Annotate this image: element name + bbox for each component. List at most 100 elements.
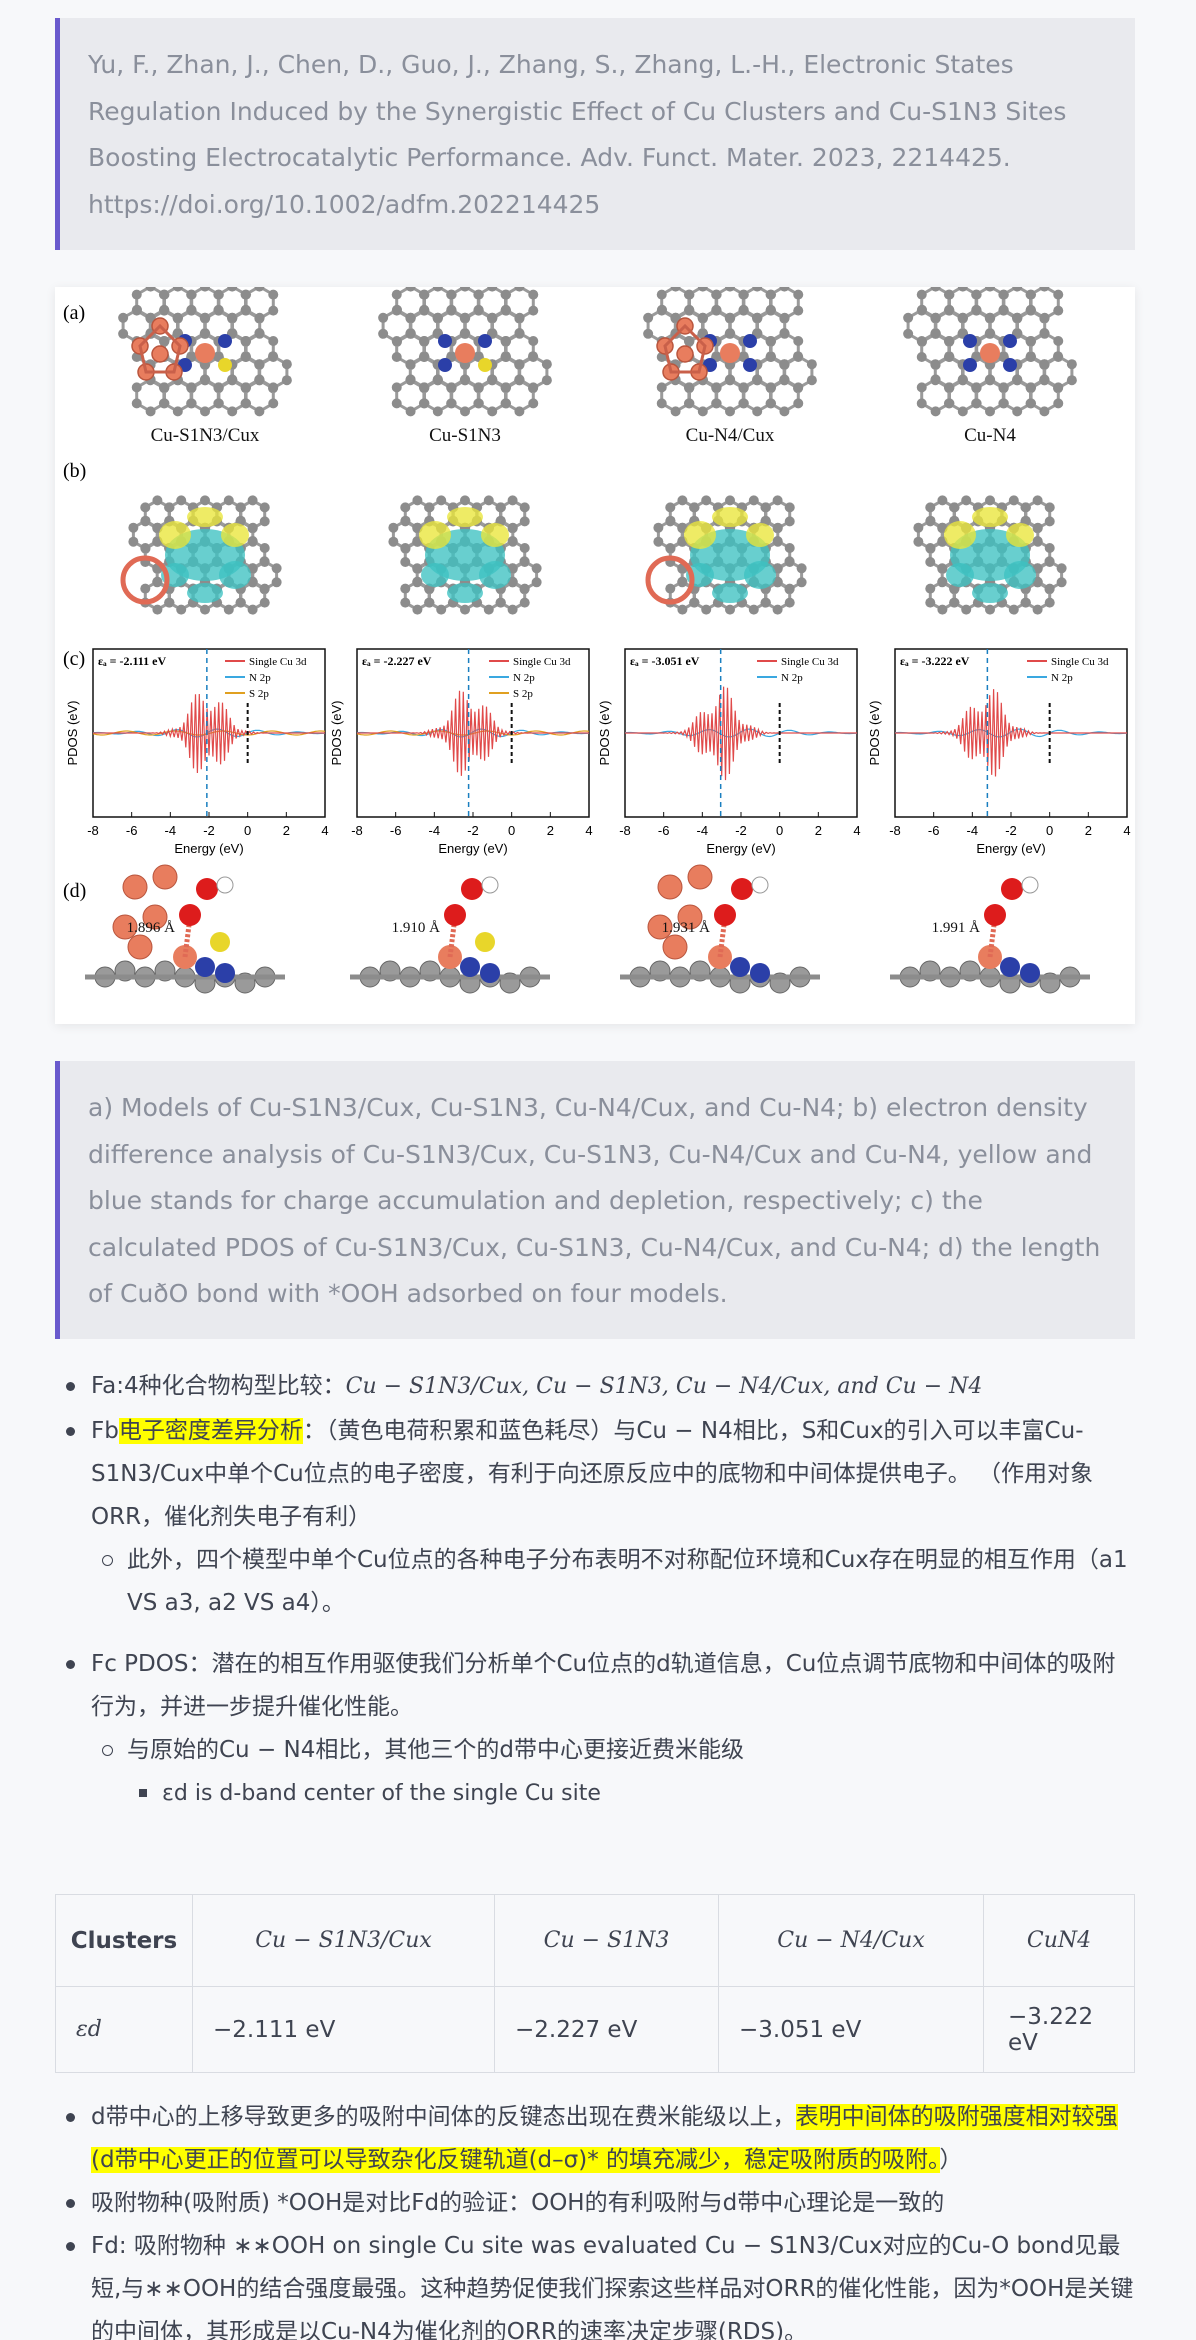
carbon-atom	[176, 495, 187, 506]
carbon-atom	[793, 351, 803, 362]
carbon-atom	[937, 495, 948, 506]
table-header-cell: CuN4	[983, 1894, 1135, 1987]
carbon-atom	[186, 382, 197, 393]
table-cell: −2.111 eV	[192, 1986, 495, 2073]
table-header-cell: Cu − S1N3	[494, 1894, 719, 1987]
carbon-atom	[152, 522, 163, 533]
carbon-atom	[643, 328, 654, 339]
carbon-atom	[1025, 382, 1036, 393]
nitrogen-atom	[743, 334, 757, 348]
carbon-atom	[1039, 406, 1050, 417]
citation-text: Yu, F., Zhan, J., Chen, D., Guo, J., Zha…	[88, 50, 1067, 219]
bond-length-label: 1.991 Å	[932, 920, 981, 936]
pdos-tick-label: -6	[390, 823, 402, 838]
carbon-atom	[738, 289, 749, 300]
carbon-atom	[724, 312, 735, 323]
carbon-atom	[738, 398, 749, 409]
carbon-atom	[943, 382, 954, 393]
cluster-atom	[122, 874, 148, 900]
pdos-tick-label: 2	[283, 823, 290, 838]
cluster-atom	[657, 874, 683, 900]
pdos-tick-label: 2	[547, 823, 554, 838]
carbon-atom	[796, 563, 807, 574]
carbon-atom	[199, 312, 210, 323]
carbon-atom	[784, 543, 795, 553]
list-item-fc-sub2: εd is d-band center of the single Cu sit…	[55, 1772, 1135, 1815]
panel-label-b: (b)	[63, 460, 86, 482]
carbon-atom	[903, 328, 914, 339]
carbon-atom	[752, 406, 763, 417]
carbon-atom	[500, 289, 511, 300]
pdos-legend-label: Single Cu 3d	[513, 656, 571, 668]
carbon-atom	[930, 281, 941, 292]
carbon-atom	[1008, 604, 1019, 615]
ooh-model: 1.896 Å	[85, 864, 285, 994]
pdos-tick-label: -6	[928, 823, 940, 838]
carbon-atom	[760, 502, 771, 513]
table-cell: −2.227 eV	[494, 1986, 719, 2073]
table-row: εd −2.111 eV −2.227 eV −3.051 eV −3.222 …	[55, 1986, 1135, 2073]
charge-depletion	[421, 563, 449, 587]
carbon-atom	[495, 597, 506, 608]
carbon-atom	[1025, 336, 1036, 346]
hydrogen-atom	[481, 876, 499, 894]
list-item-fb: Fb电子密度差异分析：（黄色电荷积累和蓝色耗尽）与Cu − N4相比，S和Cux…	[55, 1410, 1135, 1539]
carbon-atom	[957, 406, 968, 417]
carbon-atom	[784, 556, 795, 567]
carbon-atom	[937, 522, 948, 533]
pdos-ylabel: PDOS (eV)	[329, 700, 344, 765]
table-cell: εd	[55, 1986, 193, 2073]
pdos-tick-label: -8	[889, 823, 901, 838]
carbon-atom	[500, 336, 511, 346]
carbon-atom	[514, 281, 525, 292]
charge-depletion	[1004, 561, 1036, 589]
carbon-atom	[1044, 597, 1055, 608]
pdos-tick-label: -8	[619, 823, 631, 838]
charge-depletion	[712, 583, 748, 603]
carbon-atom	[519, 556, 530, 567]
carbon-atom	[806, 359, 817, 370]
carbon-atom	[541, 375, 552, 386]
bond-length-label: 1.931 Å	[662, 920, 711, 936]
carbon-atom	[259, 583, 270, 594]
nitrogen-atom	[215, 963, 235, 983]
carbon-atom	[677, 522, 688, 533]
carbon-atom	[998, 398, 1009, 409]
fc-sub2-text: εd is d-band center of the single Cu sit…	[162, 1781, 601, 1806]
carbon-atom	[725, 604, 735, 615]
pdos-ylabel: PDOS (eV)	[867, 700, 882, 765]
carbon-atom	[903, 312, 914, 323]
carbon-atom	[500, 352, 511, 362]
carbon-atom	[227, 374, 238, 385]
carbon-atom	[186, 398, 197, 409]
charge-accumulation	[187, 507, 223, 527]
carbon-atom	[930, 406, 941, 417]
carbon-atom	[446, 289, 457, 300]
carbon-atom	[1044, 502, 1055, 513]
model-structure: Cu-S1N3	[378, 281, 552, 446]
carbon-atom	[711, 289, 722, 300]
charge-accumulation	[712, 507, 748, 527]
carbon-atom	[916, 352, 927, 362]
copper-atom	[980, 343, 1000, 363]
nitrogen-atom	[730, 957, 750, 977]
carbon-atom	[657, 304, 667, 315]
carbon-atom	[793, 398, 804, 409]
carbon-atom	[432, 281, 443, 292]
carbon-atom	[164, 597, 175, 608]
carbon-atom	[937, 604, 948, 615]
carbon-atom	[925, 502, 936, 513]
carbon-atom	[984, 328, 995, 339]
density-map	[120, 495, 282, 615]
carbon-atom	[176, 604, 187, 615]
carbon-atom	[937, 536, 948, 547]
pdos-tick-label: 0	[508, 823, 515, 838]
carbon-atom	[998, 289, 1009, 300]
carbon-atom	[418, 398, 429, 409]
carbon-atom	[200, 281, 210, 292]
carbon-atom	[665, 583, 676, 594]
carbon-atom	[796, 577, 807, 588]
fc-text: Fc PDOS：潜在的相互作用驱使我们分析单个Cu位点的d轨道信息，Cu位点调节…	[91, 1651, 1116, 1720]
pdos-tick-label: -6	[658, 823, 670, 838]
figure-svg: (a) (b) (c) (d) Cu-S1N3/Cux Cu-S1N3 Cu-N4/…	[63, 281, 1131, 994]
